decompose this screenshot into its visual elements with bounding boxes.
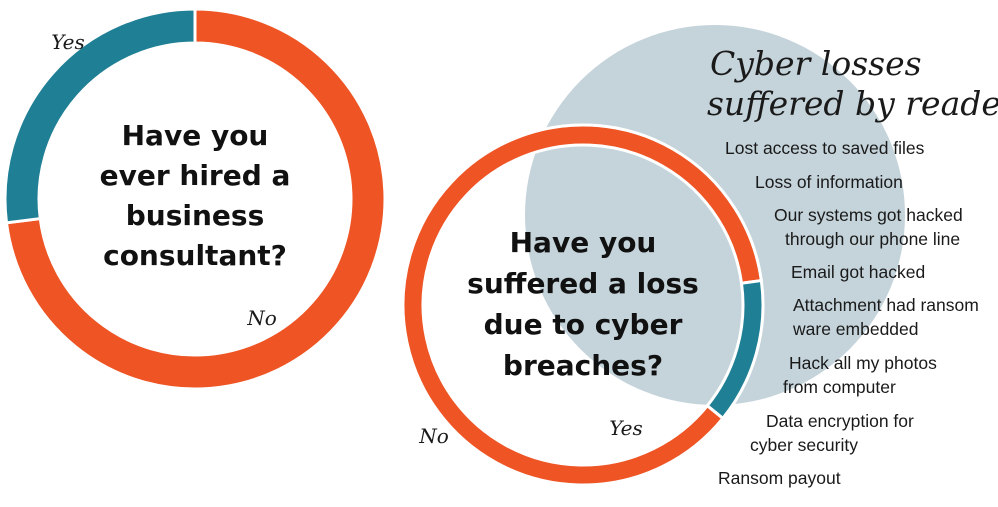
loss-item-6-line-2: from computer xyxy=(783,377,896,397)
question-line-2: suffered a loss xyxy=(467,267,699,300)
donut-segment-no xyxy=(4,7,387,391)
donut-segment-yes xyxy=(3,7,197,225)
segment-label-yes: Yes xyxy=(51,30,85,54)
loss-item-7-line-1: Data encryption for xyxy=(766,411,914,431)
segment-label-no: No xyxy=(246,306,277,330)
question-line-4: breaches? xyxy=(503,349,663,382)
loss-item-4: Email got hacked xyxy=(791,262,925,282)
donut-chart-cyber-loss: No Yes Have you suffered a loss due to cyber… xyxy=(401,123,765,487)
question-line-4: consultant? xyxy=(103,239,287,272)
segment-label-no: No xyxy=(418,424,449,448)
loss-item-3-line-1: Our systems got hacked xyxy=(774,205,963,225)
side-title-line-1: Cyber losses xyxy=(710,44,922,83)
segment-label-yes: Yes xyxy=(609,416,643,440)
question-line-1: Have you xyxy=(122,119,269,152)
loss-item-6-line-1: Hack all my photos xyxy=(789,353,937,373)
loss-item-2: Loss of information xyxy=(755,172,903,192)
loss-item-1: Lost access to saved files xyxy=(725,138,925,158)
loss-item-8: Ransom payout xyxy=(718,468,841,488)
question-line-2: ever hired a xyxy=(100,159,291,192)
loss-item-5-line-2: ware embedded xyxy=(792,319,919,339)
loss-item-5-line-1: Attachment had ransom xyxy=(793,295,979,315)
loss-item-7-line-2: cyber security xyxy=(750,435,858,455)
loss-item-3-line-2: through our phone line xyxy=(785,229,960,249)
question-line-1: Have you xyxy=(510,226,657,259)
question-line-3: business xyxy=(126,199,265,232)
question-line-3: due to cyber xyxy=(484,308,683,341)
side-title-line-2: suffered by readers xyxy=(707,84,998,123)
donut-segment-no xyxy=(401,123,764,487)
donut-segment-yes xyxy=(705,278,765,421)
cyber-loss-list: Lost access to saved files Loss of inform… xyxy=(718,138,979,488)
donut-chart-consultant: No Yes Have you ever hired a business consult… xyxy=(3,7,387,391)
